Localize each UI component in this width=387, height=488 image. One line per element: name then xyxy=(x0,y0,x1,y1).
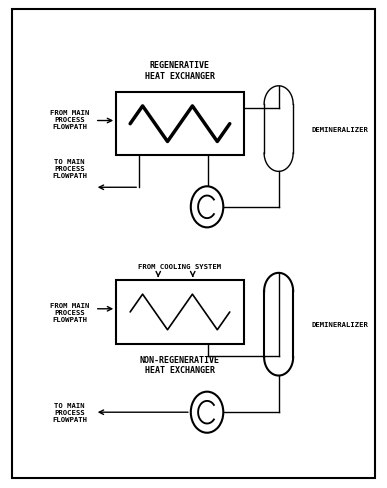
Text: TO MAIN
PROCESS
FLOWPATH: TO MAIN PROCESS FLOWPATH xyxy=(52,403,87,422)
Text: DEMINERALIZER: DEMINERALIZER xyxy=(312,126,368,132)
Bar xyxy=(116,281,244,344)
Text: FROM MAIN
PROCESS
FLOWPATH: FROM MAIN PROCESS FLOWPATH xyxy=(50,303,89,322)
Text: TO MAIN
PROCESS
FLOWPATH: TO MAIN PROCESS FLOWPATH xyxy=(52,159,87,178)
Text: DEMINERALIZER: DEMINERALIZER xyxy=(312,322,368,327)
Polygon shape xyxy=(264,273,293,376)
Text: FROM COOLING SYSTEM: FROM COOLING SYSTEM xyxy=(139,264,221,270)
Text: FROM MAIN
PROCESS
FLOWPATH: FROM MAIN PROCESS FLOWPATH xyxy=(50,110,89,129)
Circle shape xyxy=(191,187,223,228)
Text: NON-REGENERATIVE
HEAT EXCHANGER: NON-REGENERATIVE HEAT EXCHANGER xyxy=(140,355,220,375)
Circle shape xyxy=(191,392,223,433)
Bar xyxy=(116,93,244,156)
Text: REGENERATIVE
HEAT EXCHANGER: REGENERATIVE HEAT EXCHANGER xyxy=(145,61,215,81)
Polygon shape xyxy=(264,87,293,172)
